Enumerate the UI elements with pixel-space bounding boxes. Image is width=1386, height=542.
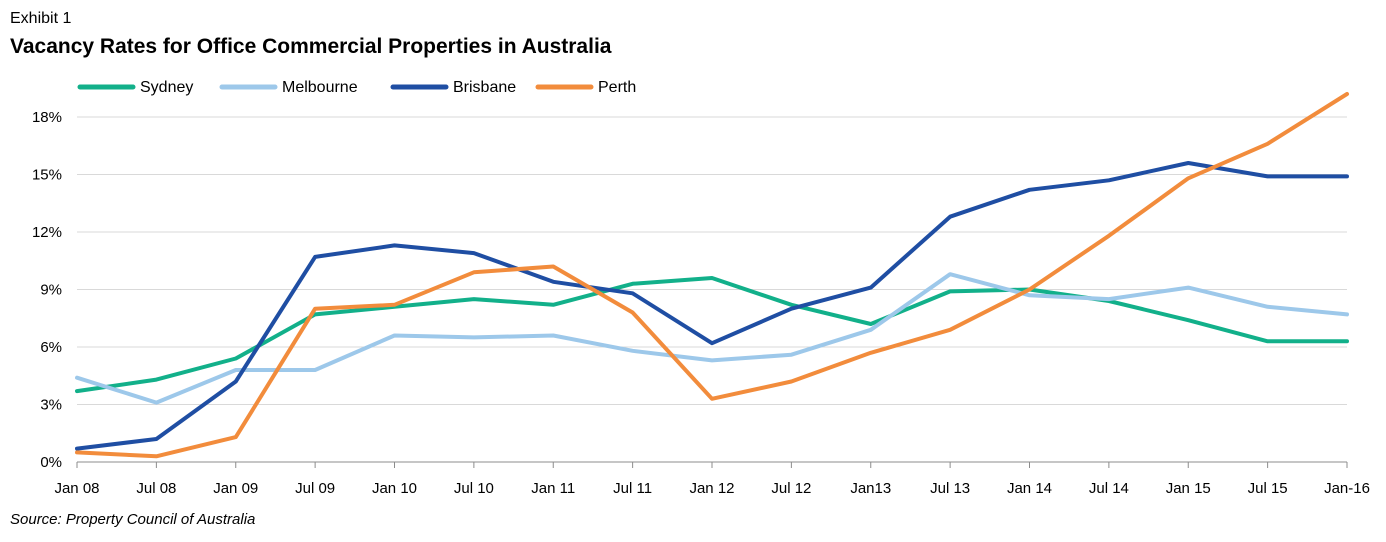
series-line-perth: [75, 92, 1349, 459]
x-tick-label: Jan-16: [1324, 480, 1370, 497]
x-tick-label: Jul 09: [295, 480, 335, 497]
y-tick-label: 15%: [32, 167, 62, 184]
y-tick-label: 3%: [40, 397, 62, 414]
exhibit-label: Exhibit 1: [10, 10, 72, 27]
x-tick-label: Jul 12: [771, 480, 811, 497]
legend-label: Sydney: [140, 79, 193, 96]
legend-label: Brisbane: [453, 79, 516, 96]
x-tick-label: Jul 14: [1089, 480, 1129, 497]
x-tick-label: Jan 12: [689, 480, 734, 497]
legend: Sydney Melbourne Brisbane Perth: [77, 79, 636, 96]
legend-item-sydney: Sydney: [77, 79, 193, 96]
y-tick-label: 9%: [40, 282, 62, 299]
x-tick-label: Jul 11: [613, 480, 652, 497]
series-line-brisbane: [75, 161, 1349, 451]
x-tick-label: Jan 14: [1007, 480, 1052, 497]
y-tick-label: 12%: [32, 224, 62, 241]
x-tick-label: Jan 11: [531, 480, 575, 497]
legend-label: Perth: [598, 79, 636, 96]
source-note: Source: Property Council of Australia: [10, 511, 256, 528]
x-tick-label: Jul 13: [930, 480, 970, 497]
grid-lines: [77, 116, 1347, 405]
series-line-melbourne: [75, 272, 1349, 405]
y-tick-label: 18%: [32, 109, 62, 126]
x-tick-label: Jul 15: [1248, 480, 1288, 497]
x-axis: Jan 08 Jul 08 Jan 09 Jul 09 Jan 10 Jul 10 Jan …: [54, 461, 1370, 497]
legend-item-melbourne: Melbourne: [219, 79, 358, 96]
legend-label: Melbourne: [282, 79, 358, 96]
y-tick-label: 6%: [40, 339, 62, 356]
y-tick-label: 0%: [40, 454, 62, 471]
legend-item-brisbane: Brisbane: [390, 79, 516, 96]
x-tick-label: Jul 08: [136, 480, 176, 497]
x-tick-label: Jul 10: [454, 480, 494, 497]
series-lines: [75, 92, 1349, 459]
x-tick-label: Jan 09: [213, 480, 258, 497]
x-tick-label: Jan 08: [54, 480, 99, 497]
y-axis-ticks: 0% 3% 6% 9% 12% 15% 18%: [32, 109, 62, 471]
x-tick-label: Jan 10: [372, 480, 417, 497]
chart-title: Vacancy Rates for Office Commercial Prop…: [10, 35, 612, 58]
x-tick-label: Jan 15: [1166, 480, 1211, 497]
legend-item-perth: Perth: [535, 79, 636, 96]
x-tick-label: Jan13: [850, 480, 891, 497]
series-line-sydney: [75, 276, 1349, 394]
